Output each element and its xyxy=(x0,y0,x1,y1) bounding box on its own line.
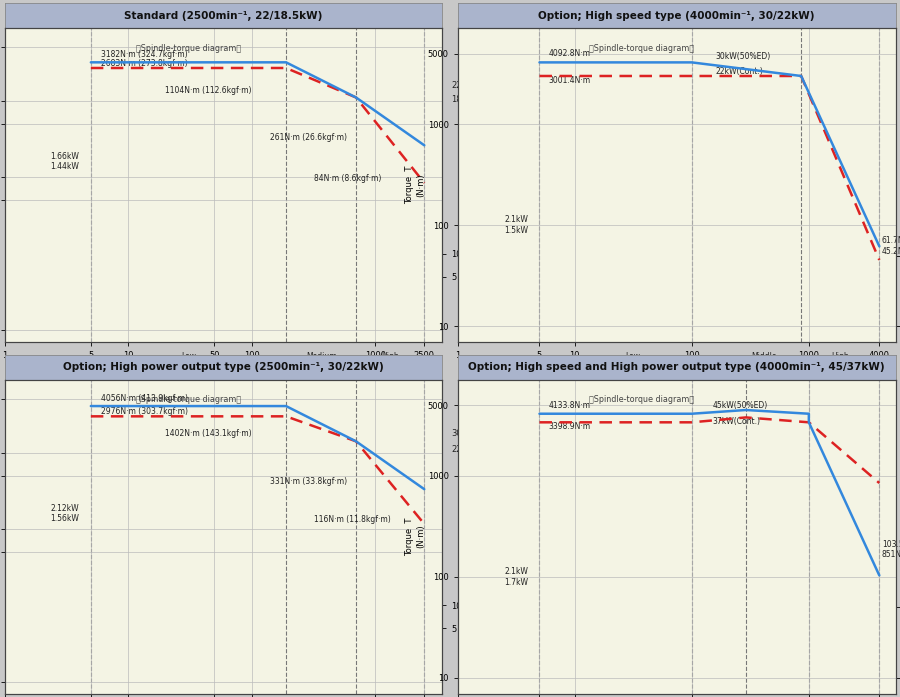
Y-axis label: Power
(kW): Power (kW) xyxy=(464,523,484,549)
Text: 30kW: 30kW xyxy=(451,429,475,438)
Text: 103.5N·m
851N·m: 103.5N·m 851N·m xyxy=(882,539,900,559)
Text: 3001.4N·m: 3001.4N·m xyxy=(549,76,591,85)
Text: Spindle speed
and range
(min⁻¹): Spindle speed and range (min⁻¹) xyxy=(392,401,442,423)
Text: Option; High speed and High power output type (4000min⁻¹, 45/37kW): Option; High speed and High power output… xyxy=(468,362,885,372)
Text: 1402N·m (143.1kgf·m): 1402N·m (143.1kgf·m) xyxy=(166,429,252,438)
Text: 331N·m (33.8kgf·m): 331N·m (33.8kgf·m) xyxy=(270,477,346,486)
Text: 3398.9N·m: 3398.9N·m xyxy=(549,422,591,431)
Text: 61.7N·m
45.2N·m: 61.7N·m 45.2N·m xyxy=(882,236,900,256)
Text: 701∼2500: 701∼2500 xyxy=(371,384,410,390)
Text: 30kW(50%ED): 30kW(50%ED) xyxy=(716,52,771,61)
Text: 37kW(Cont.): 37kW(Cont.) xyxy=(713,418,760,427)
Text: 〈Spindle-torque diagram〉: 〈Spindle-torque diagram〉 xyxy=(589,43,694,52)
Text: 2683N·m (273.8kgf·m): 2683N·m (273.8kgf·m) xyxy=(101,59,187,68)
Text: 4056N·m (413.9kgf·m): 4056N·m (413.9kgf·m) xyxy=(101,394,187,403)
Text: High: High xyxy=(382,351,399,360)
Text: High: High xyxy=(832,351,849,360)
Text: 1.66kW
1.44kW: 1.66kW 1.44kW xyxy=(50,152,79,171)
Text: 191∼700: 191∼700 xyxy=(304,384,338,390)
Text: Low: Low xyxy=(181,351,196,360)
Text: 18.5kW: 18.5kW xyxy=(451,95,482,104)
Text: 1104N·m (112.6kgf·m): 1104N·m (112.6kgf·m) xyxy=(166,86,252,95)
Text: 〈Spindle-torque diagram〉: 〈Spindle-torque diagram〉 xyxy=(136,43,241,52)
Text: Middle: Middle xyxy=(752,351,777,360)
Text: 22kW: 22kW xyxy=(451,445,474,454)
Text: Medium: Medium xyxy=(306,351,337,360)
Text: 84N·m (8.6kgf·m): 84N·m (8.6kgf·m) xyxy=(314,174,382,183)
Text: 〈Spindle-torque diagram〉: 〈Spindle-torque diagram〉 xyxy=(136,395,241,404)
Text: 4133.8N·m: 4133.8N·m xyxy=(549,401,590,410)
Text: 2.12kW
1.56kW: 2.12kW 1.56kW xyxy=(50,504,79,523)
Text: Standard (2500min⁻¹, 22/18.5kW): Standard (2500min⁻¹, 22/18.5kW) xyxy=(124,10,322,21)
Y-axis label: Torque  T
(N·m): Torque T (N·m) xyxy=(406,166,425,204)
Text: 45kW(50%ED): 45kW(50%ED) xyxy=(713,401,768,410)
Text: 22kW: 22kW xyxy=(451,81,474,90)
Text: 2.1kW
1.5kW: 2.1kW 1.5kW xyxy=(504,215,528,235)
Text: 261N·m (26.6kgf·m): 261N·m (26.6kgf·m) xyxy=(270,133,346,141)
Text: 861∼4000: 861∼4000 xyxy=(821,384,860,390)
Text: 201∼860: 201∼860 xyxy=(747,384,781,390)
Text: 〈Spindle-torque diagram〉: 〈Spindle-torque diagram〉 xyxy=(589,395,694,404)
Text: 3182N·m (324.7kgf·m): 3182N·m (324.7kgf·m) xyxy=(101,50,187,59)
Y-axis label: Torque  T
(N·m): Torque T (N·m) xyxy=(406,517,425,556)
Text: 4092.8N·m: 4092.8N·m xyxy=(549,49,590,59)
Text: 5∼200: 5∼200 xyxy=(621,384,645,390)
Text: Option; High speed type (4000min⁻¹, 30/22kW): Option; High speed type (4000min⁻¹, 30/2… xyxy=(538,10,814,21)
Text: 2.1kW
1.7kW: 2.1kW 1.7kW xyxy=(504,567,528,587)
Text: 2976N·m (303.7kgf·m): 2976N·m (303.7kgf·m) xyxy=(101,407,187,416)
Text: Spindle speed
and range
(min⁻¹): Spindle speed and range (min⁻¹) xyxy=(844,401,896,423)
Text: 116N·m (11.8kgf·m): 116N·m (11.8kgf·m) xyxy=(314,515,391,524)
Text: Low: Low xyxy=(626,351,641,360)
Text: Option; High power output type (2500min⁻¹, 30/22kW): Option; High power output type (2500min⁻… xyxy=(63,362,383,372)
Text: 5∼190: 5∼190 xyxy=(176,384,201,390)
Y-axis label: Power
(kW): Power (kW) xyxy=(464,172,484,198)
Text: 22kW(Cont.): 22kW(Cont.) xyxy=(716,68,763,77)
